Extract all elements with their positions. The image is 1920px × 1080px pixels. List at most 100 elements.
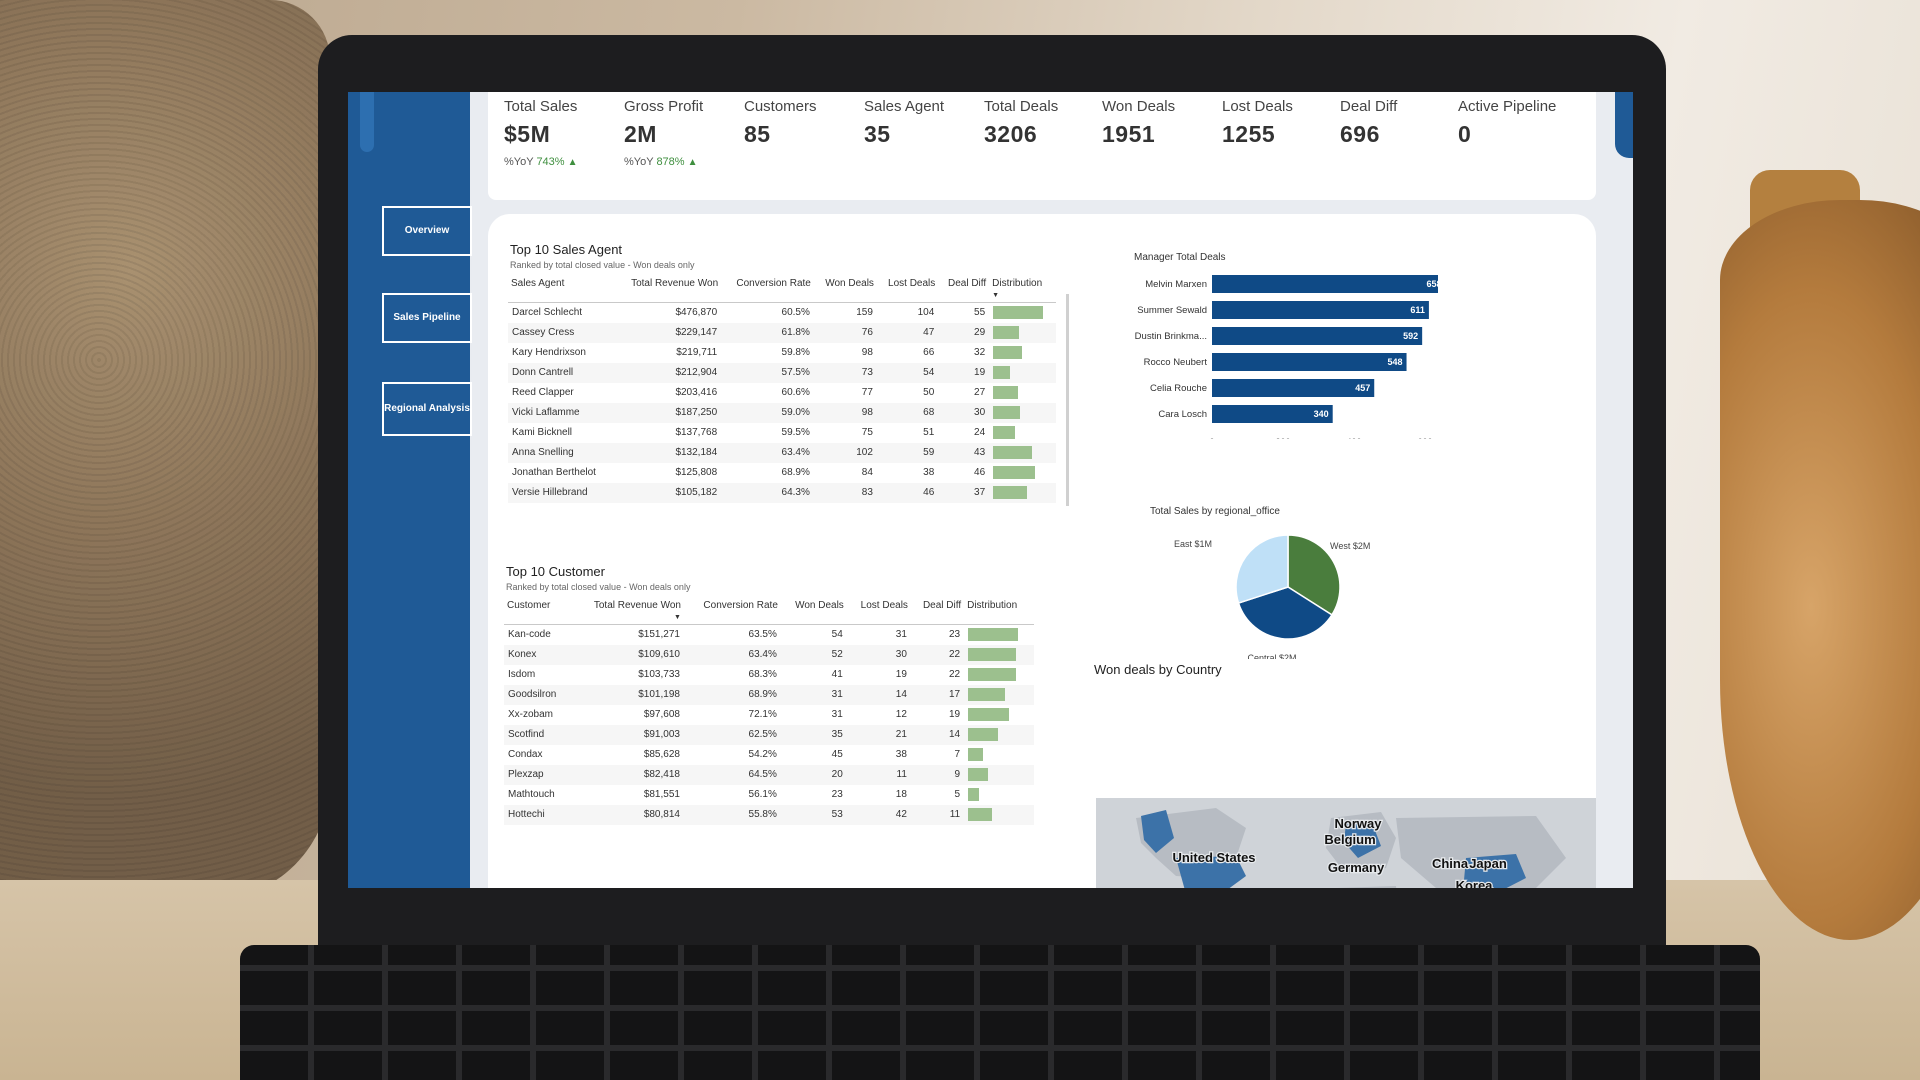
table-row[interactable]: Kary Hendrixson $219,711 59.8% 98 66 32	[508, 342, 1056, 363]
row-deal-diff: 14	[910, 724, 965, 745]
map-country-label: Japan	[1469, 856, 1507, 871]
row-won-deals: 102	[813, 442, 877, 463]
map-country-label: United States	[1172, 850, 1255, 865]
row-deal-diff: 27	[938, 382, 990, 403]
bar-category-label: Celia Rouche	[1150, 383, 1207, 394]
row-distribution	[989, 362, 1056, 383]
row-revenue: $103,733	[571, 664, 684, 685]
table-row[interactable]: Versie Hillebrand $105,182 64.3% 83 46 37	[508, 482, 1056, 503]
col-distribution[interactable]: Distribution ▼	[989, 276, 1056, 303]
row-distribution	[964, 764, 1034, 785]
kpi-value: 85	[744, 121, 771, 147]
kpi-value: 35	[864, 121, 891, 147]
table-row[interactable]: Kan-code $151,271 63.5% 54 31 23	[504, 624, 1034, 645]
table-row[interactable]: Isdom $103,733 68.3% 41 19 22	[504, 664, 1034, 685]
table-row[interactable]: Condax $85,628 54.2% 45 38 7	[504, 744, 1034, 765]
table-row[interactable]: Hottechi $80,814 55.8% 53 42 11	[504, 804, 1034, 825]
row-lost-deals: 31	[846, 624, 911, 645]
table-row[interactable]: Anna Snelling $132,184 63.4% 102 59 43	[508, 442, 1056, 463]
row-lost-deals: 38	[876, 462, 939, 483]
distribution-bar	[993, 426, 1016, 439]
row-distribution	[964, 644, 1034, 665]
table-row[interactable]: Mathtouch $81,551 56.1% 23 18 5	[504, 784, 1034, 805]
col-sales-agent[interactable]: Sales Agent	[508, 276, 614, 303]
col-conversion-rate[interactable]: Conversion Rate	[721, 276, 814, 303]
row-revenue: $187,250	[613, 402, 722, 423]
row-won-deals: 52	[780, 644, 847, 665]
agents-table: Sales Agent Total Revenue Won Conversion…	[508, 276, 1056, 503]
col-total-revenue[interactable]: Total Revenue Won ▼	[571, 598, 684, 625]
row-deal-diff: 37	[938, 482, 990, 503]
col-lost-deals[interactable]: Lost Deals	[846, 598, 911, 625]
col-won-deals[interactable]: Won Deals	[780, 598, 847, 625]
row-lost-deals: 21	[846, 724, 911, 745]
row-deal-diff: 23	[910, 624, 965, 645]
nav-sales-pipeline-button[interactable]: Sales Pipeline	[382, 293, 472, 343]
x-tick-label: 600	[1417, 437, 1432, 439]
col-conversion-rate[interactable]: Conversion Rate	[683, 598, 781, 625]
bar-category-label: Summer Sewald	[1137, 305, 1207, 316]
nav-regional-analysis-button[interactable]: Regional Analysis	[382, 382, 472, 436]
table-row[interactable]: Xx-zobam $97,608 72.1% 31 12 19	[504, 704, 1034, 725]
col-total-revenue[interactable]: Total Revenue Won	[613, 276, 722, 303]
row-conversion-rate: 62.5%	[683, 724, 781, 745]
row-conversion-rate: 60.5%	[721, 302, 814, 323]
country-map[interactable]	[1096, 798, 1596, 888]
row-won-deals: 31	[780, 704, 847, 725]
row-deal-diff: 32	[938, 342, 990, 363]
kpi-won-deals: Won Deals 1951	[1102, 98, 1175, 148]
distribution-bar	[993, 466, 1036, 479]
row-conversion-rate: 54.2%	[683, 744, 781, 765]
row-name: Condax	[504, 744, 572, 765]
table-row[interactable]: Reed Clapper $203,416 60.6% 77 50 27	[508, 382, 1056, 403]
kpi-gross-profit: Gross Profit 2M %YoY 878% ▲	[624, 98, 703, 168]
pie-slice-label: Central $2M	[1247, 653, 1296, 659]
nav-overview-button[interactable]: Overview	[382, 206, 472, 256]
col-lost-deals[interactable]: Lost Deals	[876, 276, 939, 303]
regional-pie-title: Total Sales by regional_office	[1150, 506, 1280, 517]
col-distribution-label: Distribution	[992, 278, 1043, 289]
table-row[interactable]: Konex $109,610 63.4% 52 30 22	[504, 644, 1034, 665]
row-deal-diff: 46	[938, 462, 990, 483]
europe-deals-shape	[1344, 820, 1381, 858]
bar-value-label: 611	[1410, 305, 1425, 315]
bar	[1212, 379, 1375, 397]
row-lost-deals: 104	[876, 302, 939, 323]
row-distribution	[964, 624, 1034, 645]
table-row[interactable]: Plexzap $82,418 64.5% 20 11 9	[504, 764, 1034, 785]
row-won-deals: 75	[813, 422, 877, 443]
kpi-label: Total Sales	[504, 98, 578, 115]
col-deal-diff[interactable]: Deal Diff	[938, 276, 990, 303]
col-won-deals[interactable]: Won Deals	[813, 276, 877, 303]
bar	[1212, 353, 1407, 371]
table-row[interactable]: Donn Cantrell $212,904 57.5% 73 54 19	[508, 362, 1056, 383]
col-distribution[interactable]: Distribution	[964, 598, 1034, 625]
row-lost-deals: 50	[876, 382, 939, 403]
up-triangle-icon: ▲	[687, 157, 698, 168]
kpi-lost-deals: Lost Deals 1255	[1222, 98, 1293, 148]
col-deal-diff[interactable]: Deal Diff	[910, 598, 965, 625]
table-row[interactable]: Jonathan Berthelot $125,808 68.9% 84 38 46	[508, 462, 1056, 483]
col-customer[interactable]: Customer	[504, 598, 572, 625]
row-lost-deals: 47	[876, 322, 939, 343]
row-deal-diff: 22	[910, 644, 965, 665]
table-row[interactable]: Darcel Schlecht $476,870 60.5% 159 104 55	[508, 302, 1056, 323]
row-won-deals: 76	[813, 322, 877, 343]
row-distribution	[989, 482, 1056, 503]
pie-slice	[1235, 534, 1289, 605]
row-lost-deals: 11	[846, 764, 911, 785]
bar-value-label: 457	[1355, 383, 1370, 393]
table-row[interactable]: Vicki Laflamme $187,250 59.0% 98 68 30	[508, 402, 1056, 423]
row-conversion-rate: 64.3%	[721, 482, 814, 503]
x-tick-label: 200	[1275, 437, 1290, 439]
row-deal-diff: 24	[938, 422, 990, 443]
table-row[interactable]: Kami Bicknell $137,768 59.5% 75 51 24	[508, 422, 1056, 443]
yoy-value: 878%	[656, 156, 685, 168]
table-row[interactable]: Cassey Cress $229,147 61.8% 76 47 29	[508, 322, 1056, 343]
table-row[interactable]: Scotfind $91,003 62.5% 35 21 14	[504, 724, 1034, 745]
row-distribution	[989, 422, 1056, 443]
table-row[interactable]: Goodsilron $101,198 68.9% 31 14 17	[504, 684, 1034, 705]
kpi-deal-diff: Deal Diff 696	[1340, 98, 1397, 148]
agents-table-scrollbar[interactable]	[1066, 294, 1069, 506]
laptop-keyboard	[240, 945, 1760, 1080]
